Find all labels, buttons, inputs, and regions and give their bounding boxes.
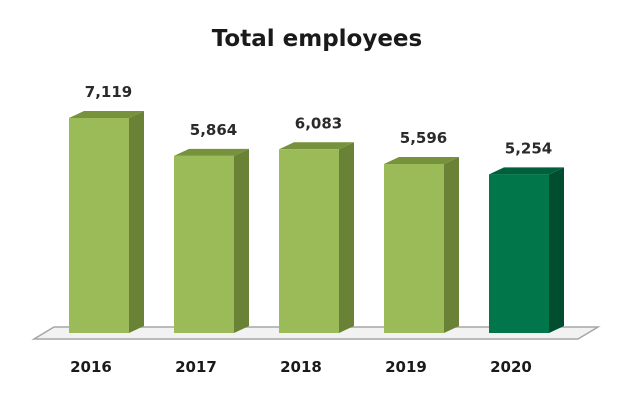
category-label: 2016 (70, 358, 112, 376)
bar-side (339, 142, 354, 333)
bar-top (489, 167, 564, 175)
bar-front (69, 118, 129, 333)
bar-2019 (384, 156, 459, 333)
value-label: 5,254 (505, 139, 552, 157)
bar-top (69, 111, 144, 118)
bar-front (279, 149, 339, 333)
bar-front (384, 163, 444, 333)
bar-front (489, 174, 549, 333)
bar-side (234, 148, 249, 333)
bar-side (129, 111, 144, 333)
value-label: 7,119 (85, 83, 132, 101)
bar-2018 (279, 142, 354, 333)
bar-side (444, 156, 459, 333)
bar-2017 (174, 148, 249, 333)
bar-2020 (489, 167, 564, 333)
category-label: 2018 (280, 358, 322, 376)
bar-side (549, 167, 564, 333)
bar-2016 (69, 111, 144, 333)
bar-front (174, 155, 234, 333)
chart-title: Total employees (211, 26, 423, 52)
category-label: 2020 (490, 358, 532, 376)
bar-top (384, 156, 459, 164)
value-label: 5,596 (400, 129, 447, 147)
value-label: 6,083 (295, 114, 342, 132)
bar-top (174, 148, 249, 156)
category-label: 2017 (175, 358, 217, 376)
value-label: 5,864 (190, 121, 237, 139)
bar-top (279, 142, 354, 150)
category-label: 2019 (385, 358, 427, 376)
